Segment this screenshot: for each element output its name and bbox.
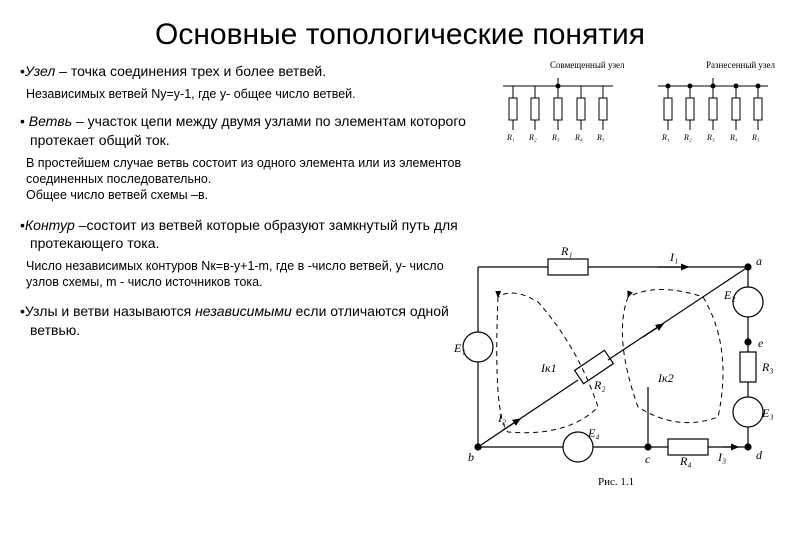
bullet-vetv: • Ветвь – участок цепи между двумя узлам… — [20, 112, 468, 148]
text-vetv: – участок цепи между двумя узлами по эле… — [30, 113, 466, 147]
d2-R3: R₃ — [761, 360, 774, 374]
d2-caption: Рис. 1.1 — [598, 476, 634, 488]
d1b-r3: R₃ — [706, 133, 715, 142]
d2-I1: I₁ — [669, 250, 678, 264]
d2-Ik2: Iк2 — [657, 371, 674, 385]
circuit-diagram: a e d c b R₁ R₂ R₃ R₄ E₁ E₂ E₃ E₄ I₁ I₂ … — [448, 237, 788, 497]
content-row: •Узел – точка соединения трех и более ве… — [0, 62, 800, 345]
page-title: Основные топологические понятия — [0, 0, 800, 62]
d2-E2: E₂ — [723, 288, 736, 302]
image-column: Совмещенный узел — [478, 62, 780, 345]
d1b-r4: R₄ — [729, 133, 738, 142]
d2-R1: R₁ — [560, 244, 573, 258]
d1-r1: R₁ — [506, 133, 515, 142]
sub-uzel: Независимых ветвей Nу=у-1, где у- общее … — [20, 86, 468, 102]
d1-title-right: Разнесенный узел — [706, 60, 775, 70]
node-diagram: Совмещенный узел — [488, 58, 788, 158]
d1b-r5: R₅ — [751, 133, 760, 142]
d2-E3: E₃ — [761, 406, 774, 420]
term-uzel: Узел — [25, 63, 55, 79]
bullet-uzel: •Узел – точка соединения трех и более ве… — [20, 62, 468, 80]
d2-R2: R₂ — [593, 378, 606, 392]
d1-r5: R₅ — [596, 133, 605, 142]
d1-r3: R₃ — [551, 133, 560, 142]
d1-title-left: Совмещенный узел — [550, 60, 625, 70]
d2-c: c — [645, 452, 651, 466]
d1b-r2: R₂ — [683, 133, 692, 142]
sub-kontur: Число независимых контуров Nк=в-у+1-m, г… — [20, 258, 468, 291]
d1b-r1: R₁ — [661, 133, 670, 142]
text-column: •Узел – точка соединения трех и более ве… — [20, 62, 478, 345]
d2-d: d — [756, 448, 763, 462]
d2-E4: E₄ — [587, 426, 600, 440]
term-vetv: Ветвь — [29, 113, 72, 129]
text-kontur: –состоит из ветвей которые образуют замк… — [30, 217, 458, 251]
d2-E1: E₁ — [453, 341, 466, 355]
d1-r2: R₂ — [528, 133, 537, 142]
d2-Ik1: Iк1 — [540, 361, 557, 375]
d2-I2: I₂ — [497, 411, 506, 425]
d2-e: e — [758, 336, 764, 350]
d2-R4: R₄ — [679, 454, 692, 468]
bullet-indep: •Узлы и ветви называются независимыми ес… — [20, 302, 468, 338]
d1-r4: R₄ — [574, 133, 583, 142]
d2-b: b — [468, 450, 474, 464]
d2-a: a — [756, 254, 762, 268]
text-indep-1: Узлы и ветви называются — [25, 303, 195, 319]
d2-I3: I₃ — [717, 450, 726, 464]
term-indep: независимыми — [195, 303, 292, 319]
text-uzel: – точка соединения трех и более ветвей. — [55, 63, 326, 79]
bullet-kontur: •Контур –состоит из ветвей которые образ… — [20, 216, 468, 252]
sub-vetv: В простейшем случае ветвь состоит из одн… — [20, 155, 468, 204]
term-kontur: Контур — [25, 217, 75, 233]
